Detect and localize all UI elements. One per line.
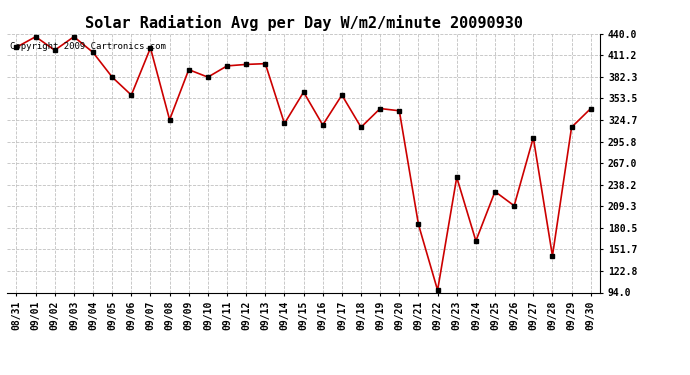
Text: Copyright 2009 Cartronics.com: Copyright 2009 Cartronics.com [10,42,166,51]
Title: Solar Radiation Avg per Day W/m2/minute 20090930: Solar Radiation Avg per Day W/m2/minute … [85,15,522,31]
